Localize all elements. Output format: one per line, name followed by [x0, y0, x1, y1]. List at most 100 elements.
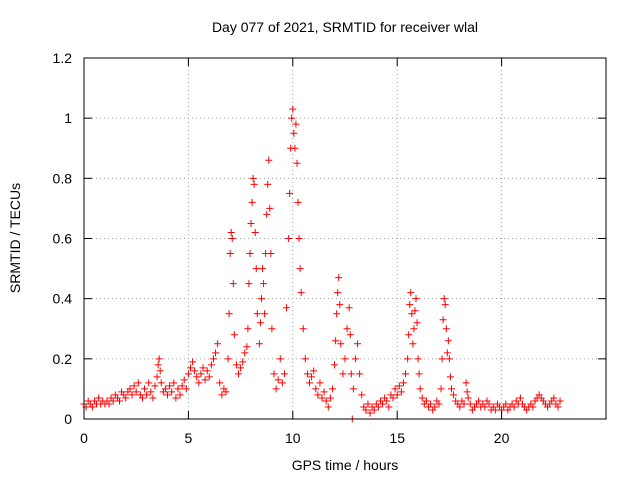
data-point	[422, 397, 430, 405]
data-point	[235, 370, 243, 378]
data-point	[218, 391, 226, 399]
data-point	[318, 394, 326, 402]
data-point	[416, 385, 424, 393]
data-point	[395, 382, 403, 390]
data-point	[289, 105, 297, 113]
data-point	[147, 388, 155, 396]
data-point	[485, 400, 493, 408]
data-point	[409, 340, 417, 348]
data-point	[294, 198, 302, 206]
data-point	[443, 349, 451, 357]
data-point	[168, 388, 176, 396]
data-point	[291, 144, 299, 152]
data-point	[431, 403, 439, 411]
data-point	[446, 373, 454, 381]
data-point	[122, 394, 130, 402]
data-point	[155, 355, 163, 363]
data-point	[334, 289, 342, 297]
x-axis-label: GPS time / hours	[292, 457, 399, 473]
data-point	[399, 379, 407, 387]
data-point	[88, 403, 96, 411]
data-point	[413, 319, 421, 327]
data-point	[199, 364, 207, 372]
data-point	[286, 189, 294, 197]
data-point	[172, 394, 180, 402]
data-point	[316, 379, 324, 387]
data-point	[214, 340, 222, 348]
data-point	[149, 394, 157, 402]
data-point	[134, 379, 142, 387]
data-point	[415, 370, 423, 378]
data-point	[141, 385, 149, 393]
data-point	[209, 355, 217, 363]
data-point	[466, 400, 474, 408]
data-point	[362, 406, 370, 414]
data-point	[297, 289, 305, 297]
data-point	[252, 265, 260, 273]
data-point	[442, 325, 450, 333]
data-point	[151, 382, 159, 390]
data-point	[261, 310, 269, 318]
data-point	[412, 295, 420, 303]
x-axis-ticks: 0 5 10 15 20	[80, 58, 510, 446]
data-point	[245, 280, 253, 288]
data-point	[272, 385, 280, 393]
data-point	[456, 403, 464, 411]
data-point	[227, 228, 235, 236]
data-point	[109, 397, 117, 405]
data-point	[228, 235, 236, 242]
data-point	[370, 406, 378, 414]
data-point	[278, 379, 286, 387]
data-point	[95, 394, 103, 402]
data-point	[341, 355, 349, 363]
data-point	[393, 391, 401, 399]
y-tick-label: 0.4	[53, 291, 73, 307]
data-point	[301, 355, 309, 363]
data-point	[285, 235, 293, 242]
data-point	[241, 349, 249, 357]
data-point	[296, 265, 304, 273]
data-point	[212, 349, 220, 357]
data-point	[250, 180, 258, 188]
data-point	[145, 379, 153, 387]
data-point	[481, 403, 489, 411]
data-point	[460, 400, 468, 408]
y-tick-label: 0	[64, 411, 72, 427]
data-point	[247, 219, 255, 227]
y-tick-label: 0.8	[53, 170, 73, 186]
data-point	[290, 129, 298, 137]
data-point	[132, 388, 140, 396]
data-point	[312, 385, 320, 393]
data-point	[314, 391, 322, 399]
data-point	[157, 379, 165, 387]
data-point	[383, 397, 391, 405]
x-tick-label: 20	[494, 430, 510, 446]
data-point	[244, 325, 252, 333]
data-point	[170, 379, 178, 387]
data-point	[184, 370, 192, 378]
data-point	[193, 373, 201, 381]
data-point	[253, 310, 261, 318]
data-point	[306, 379, 314, 387]
data-point	[439, 316, 447, 324]
data-point	[356, 370, 364, 378]
y-tick-label: 1.2	[53, 50, 73, 66]
data-point	[216, 379, 224, 387]
data-point	[178, 382, 186, 390]
data-point	[166, 382, 174, 390]
data-point	[195, 379, 203, 387]
grid-lines	[84, 58, 606, 419]
data-point	[374, 403, 382, 411]
data-point	[529, 403, 537, 411]
data-point	[462, 379, 470, 387]
data-point	[475, 397, 483, 405]
data-point	[391, 385, 399, 393]
data-point	[347, 370, 355, 378]
data-point	[402, 370, 410, 378]
data-point	[205, 373, 213, 381]
x-tick-label: 15	[389, 430, 405, 446]
data-point	[264, 180, 272, 188]
data-point	[130, 382, 138, 390]
data-point	[337, 340, 345, 348]
data-point	[266, 204, 274, 212]
